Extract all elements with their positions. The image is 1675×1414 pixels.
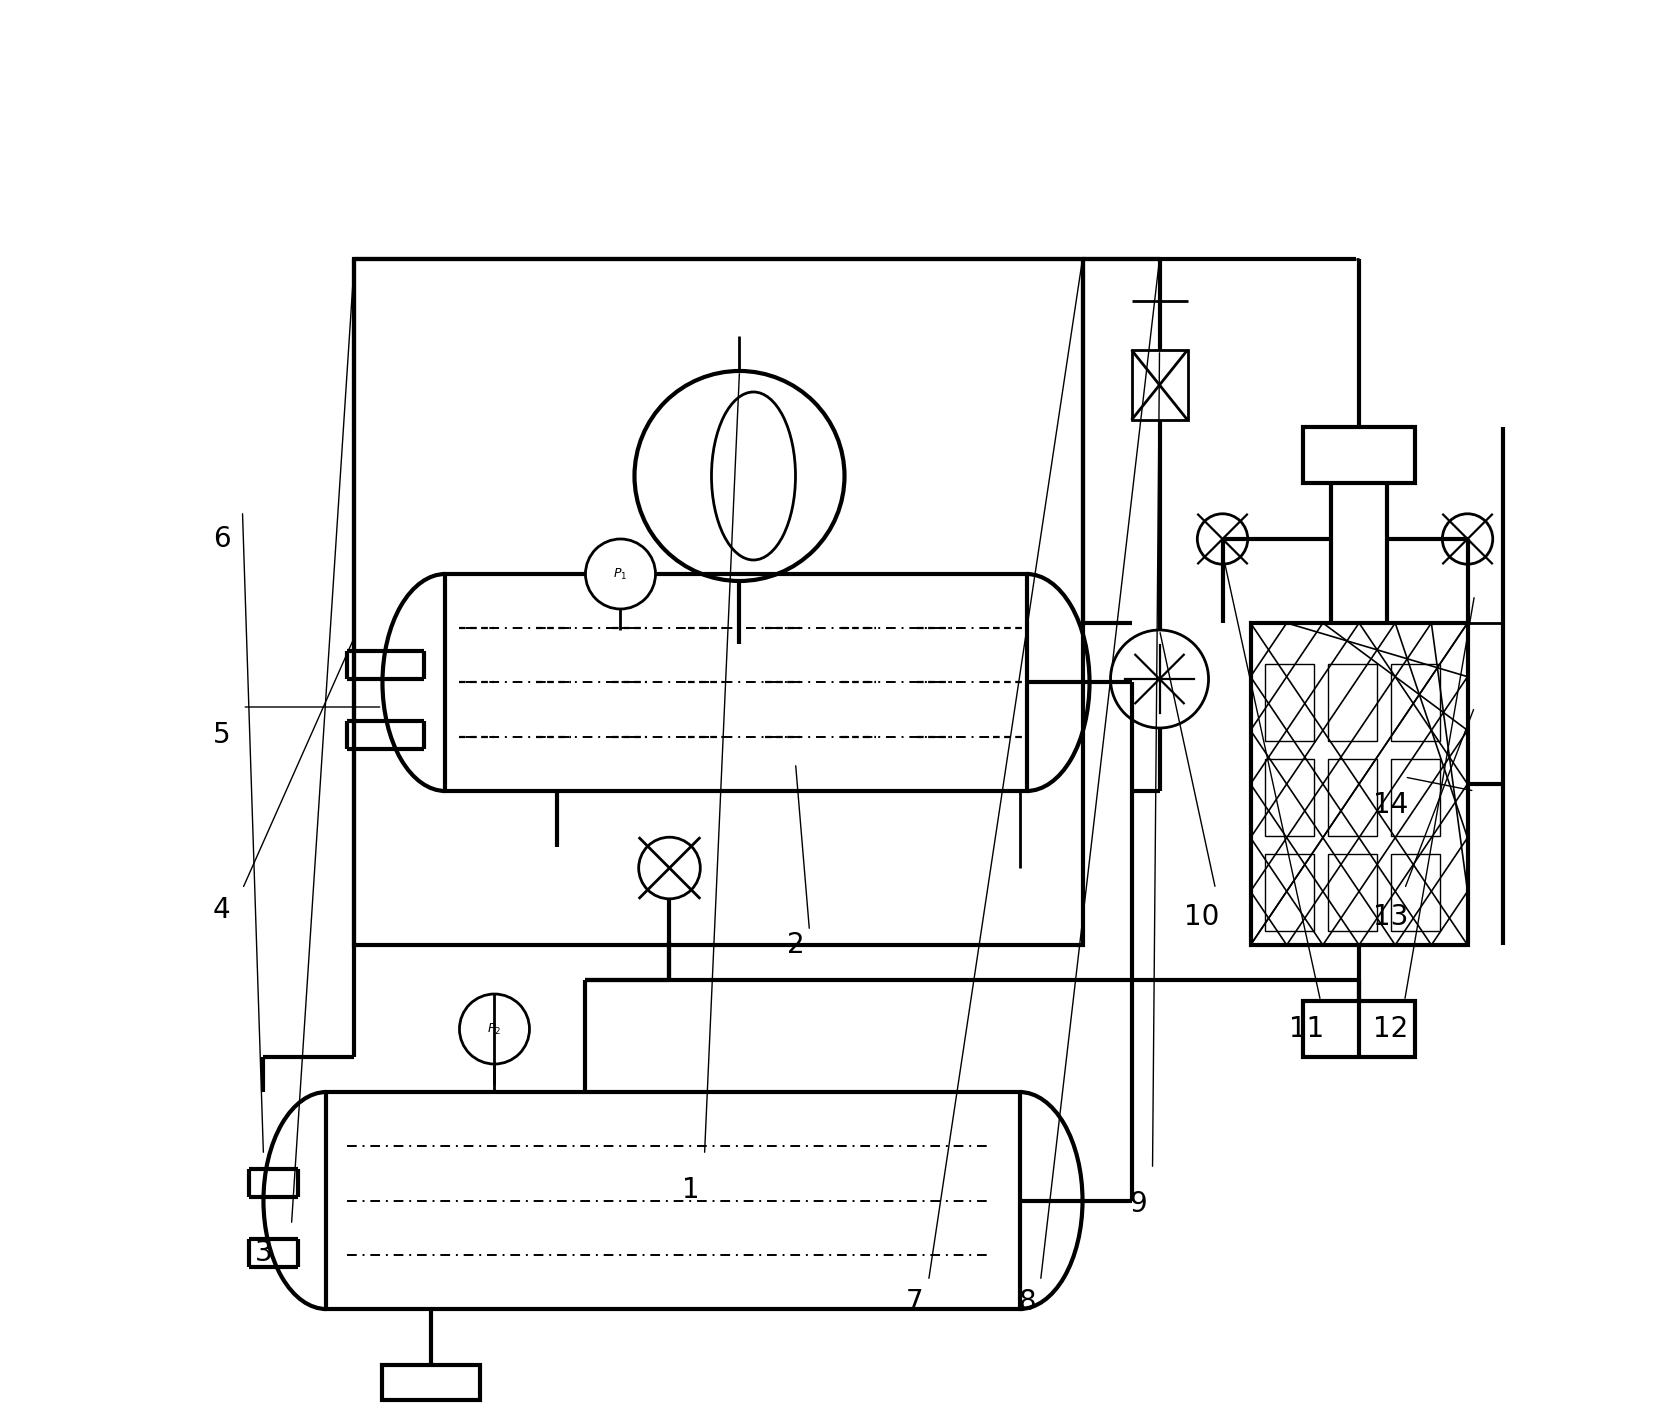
Bar [1251,624,1467,945]
Text: 9: 9 [1129,1191,1147,1217]
Circle shape [638,837,700,899]
Text: 11: 11 [1288,1015,1325,1044]
Bar [1390,663,1439,741]
Text: $P_1$: $P_1$ [613,567,628,581]
Text: $P_2$: $P_2$ [487,1021,501,1036]
Text: 7: 7 [906,1288,923,1316]
Bar [1328,759,1377,836]
Bar [446,574,1027,790]
Bar [382,1365,481,1400]
Bar [1328,663,1377,741]
Text: 10: 10 [1184,904,1219,930]
Circle shape [586,539,655,609]
Text: 6: 6 [213,525,229,553]
Bar [1328,854,1377,930]
Bar [1265,759,1313,836]
Bar [1132,351,1188,420]
Text: 14: 14 [1374,790,1409,819]
Bar [355,259,1082,945]
Bar [327,1092,1020,1309]
Circle shape [1198,513,1248,564]
Text: 12: 12 [1374,1015,1409,1044]
Bar [1265,854,1313,930]
Circle shape [459,994,529,1063]
Bar [1265,663,1313,741]
Bar [1390,759,1439,836]
Bar [1303,1001,1415,1058]
Text: 3: 3 [255,1239,273,1267]
Circle shape [1442,513,1492,564]
Text: 8: 8 [1018,1288,1035,1316]
Text: 1: 1 [682,1176,698,1205]
Circle shape [1111,631,1209,728]
Text: 13: 13 [1374,904,1409,930]
Text: 5: 5 [213,721,229,749]
Text: 4: 4 [213,896,229,923]
Text: 2: 2 [787,930,804,959]
Bar [1303,427,1415,484]
Bar [1390,854,1439,930]
